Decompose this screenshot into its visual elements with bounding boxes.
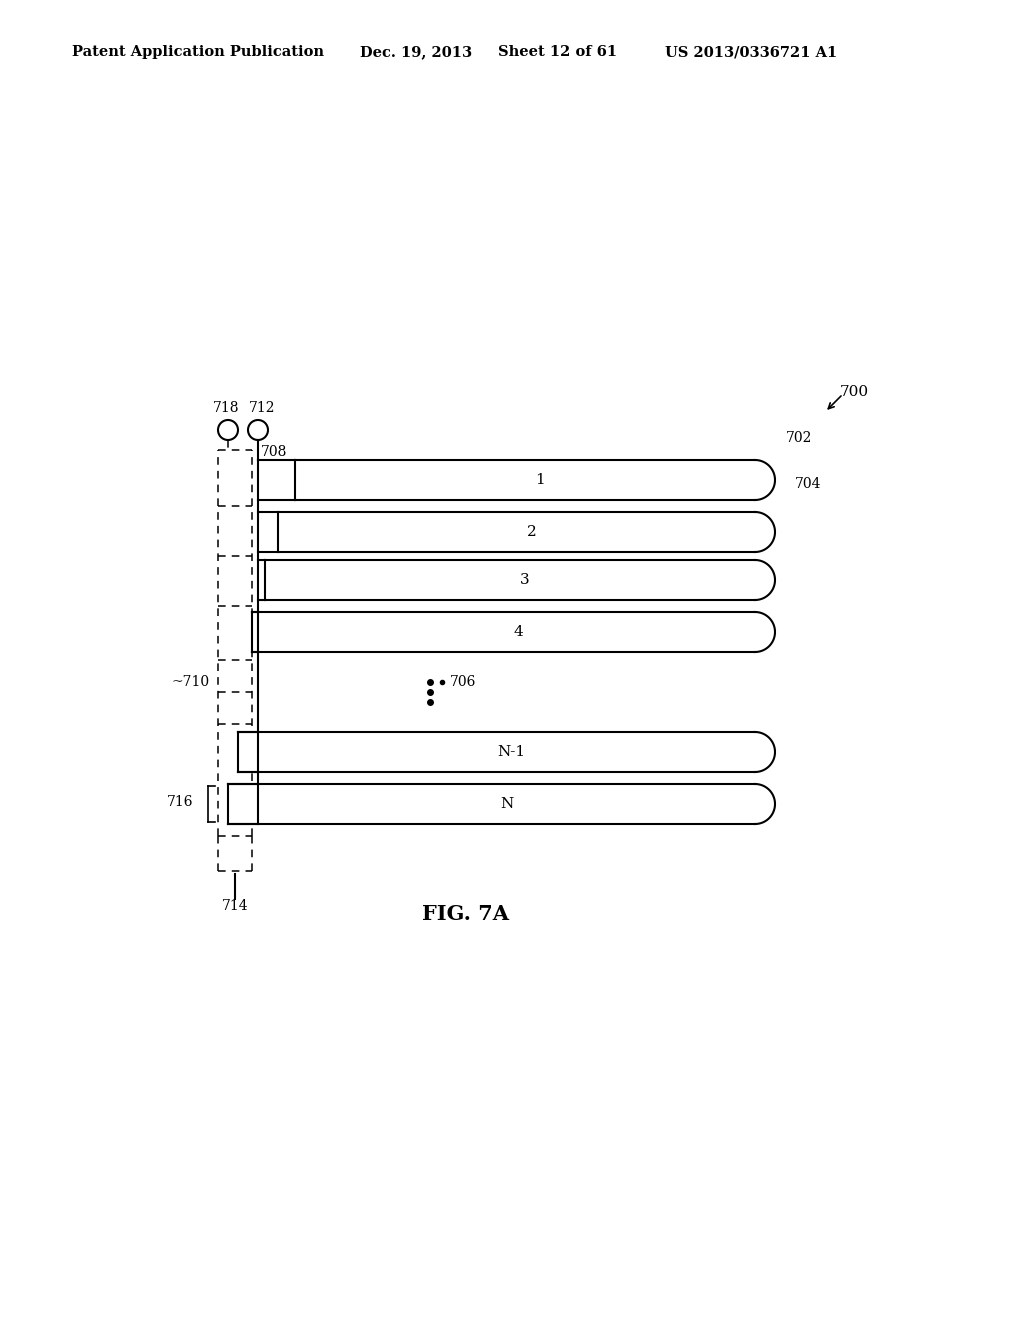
Text: 702: 702 — [786, 432, 812, 445]
Polygon shape — [252, 612, 775, 652]
Polygon shape — [295, 459, 775, 500]
Text: N: N — [500, 797, 513, 810]
Text: 706: 706 — [450, 675, 476, 689]
Text: Dec. 19, 2013: Dec. 19, 2013 — [360, 45, 472, 59]
Text: 712: 712 — [249, 401, 275, 414]
Text: 2: 2 — [526, 525, 537, 539]
Text: 1: 1 — [536, 473, 545, 487]
Text: N-1: N-1 — [498, 744, 525, 759]
Text: 3: 3 — [520, 573, 529, 587]
Text: US 2013/0336721 A1: US 2013/0336721 A1 — [665, 45, 838, 59]
Text: 718: 718 — [213, 401, 240, 414]
Text: 708: 708 — [261, 445, 288, 459]
Text: 4: 4 — [514, 624, 523, 639]
Polygon shape — [238, 733, 775, 772]
Text: 700: 700 — [840, 385, 869, 399]
Text: FIG. 7A: FIG. 7A — [422, 904, 509, 924]
Text: ~710: ~710 — [172, 675, 210, 689]
Polygon shape — [278, 512, 775, 552]
Polygon shape — [228, 784, 775, 824]
Text: 704: 704 — [795, 477, 821, 491]
Text: 716: 716 — [167, 795, 193, 809]
Text: 714: 714 — [221, 899, 248, 913]
Polygon shape — [265, 560, 775, 601]
Text: Patent Application Publication: Patent Application Publication — [72, 45, 324, 59]
Text: Sheet 12 of 61: Sheet 12 of 61 — [498, 45, 617, 59]
